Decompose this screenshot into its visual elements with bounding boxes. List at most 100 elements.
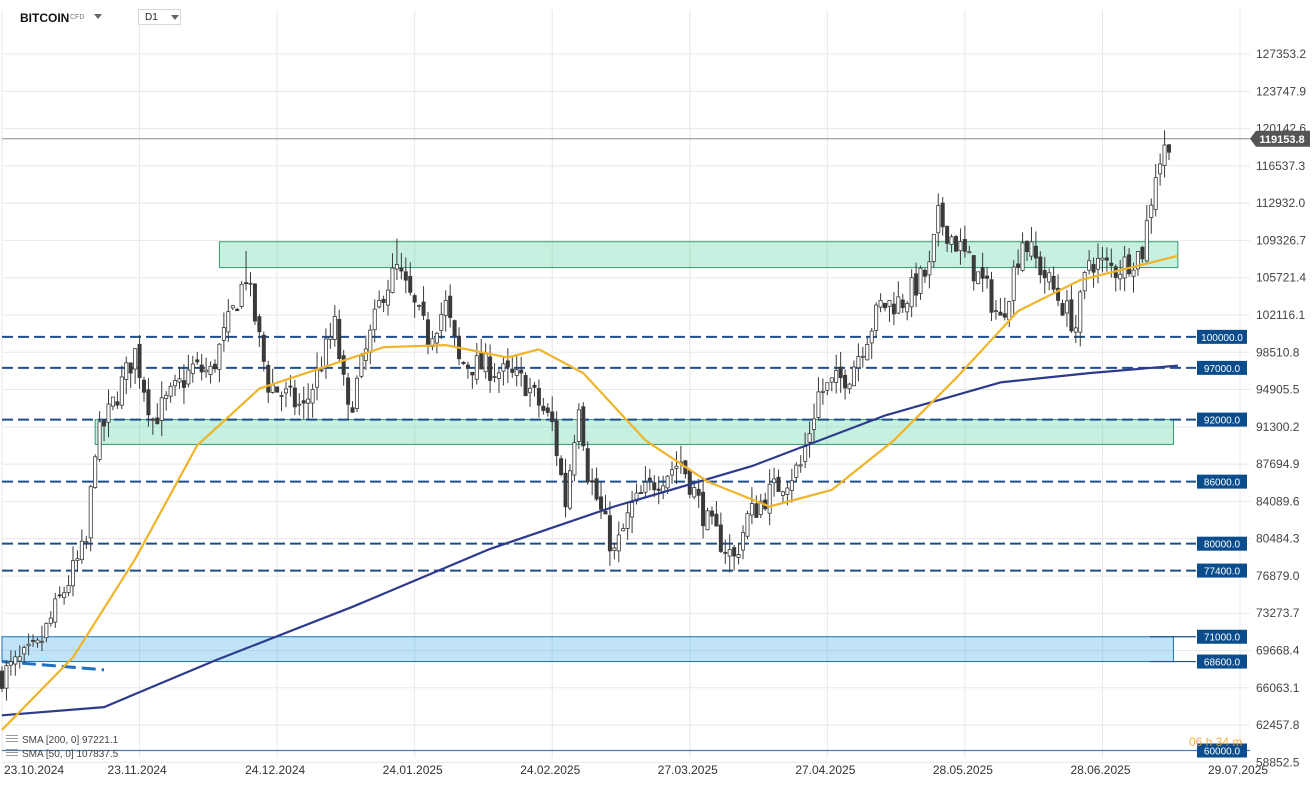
timeframe-select[interactable]: D1 — [138, 9, 181, 25]
candle-body — [674, 465, 679, 469]
candle-body — [883, 302, 888, 309]
indicator-settings-icon[interactable] — [6, 749, 18, 758]
candle-body — [670, 469, 675, 476]
symbol-name[interactable]: BITCOIN — [20, 11, 70, 25]
sma50-line — [1, 254, 1179, 731]
candle-body — [745, 513, 750, 537]
candle-body — [572, 442, 577, 476]
candle-body — [26, 643, 31, 647]
zone-support — [94, 419, 1174, 445]
candle-body — [785, 487, 790, 495]
candle-body — [173, 380, 178, 387]
candle-body — [341, 355, 346, 375]
candle-body — [590, 480, 595, 483]
candle-body — [412, 295, 417, 303]
level-tags: 100000.0 97000.0 92000.0 86000.0 80000.0 7740… — [1197, 130, 1310, 758]
candle-body — [847, 383, 852, 390]
candle-body — [62, 592, 67, 599]
candle-body — [874, 304, 879, 331]
candle-body — [554, 420, 559, 456]
candle-body — [292, 387, 297, 408]
candle-body — [514, 369, 519, 376]
candle-body — [434, 332, 439, 344]
candle-body — [150, 418, 155, 421]
level-tag — [1197, 743, 1247, 758]
chevron-down-icon[interactable] — [171, 15, 179, 20]
y-tick-label: 58852.5 — [1256, 755, 1300, 769]
candle-body — [297, 403, 302, 406]
candle-body — [891, 303, 896, 315]
legend-sma50-label: SMA [50, 0] 107837.5 — [22, 749, 119, 760]
candle-body — [1007, 301, 1012, 321]
candle-body — [70, 560, 75, 587]
candle-body — [701, 491, 706, 527]
candle-body — [559, 458, 564, 475]
y-tick-label: 87694.9 — [1256, 457, 1300, 471]
candle-body — [594, 478, 599, 500]
x-tick-label: 24.12.2024 — [245, 763, 305, 777]
candle-body — [244, 282, 249, 285]
candle-body — [599, 496, 604, 510]
candle-body — [612, 547, 617, 551]
y-tick-label: 84089.6 — [1256, 494, 1300, 508]
x-tick-label: 29.07.2025 — [1208, 763, 1268, 777]
candle-body — [958, 241, 963, 252]
candle-body — [869, 330, 874, 344]
candle-body — [967, 251, 972, 254]
candle-body — [541, 405, 546, 411]
candle-body — [257, 316, 262, 333]
candle-body — [736, 554, 741, 558]
candle-body — [204, 369, 209, 373]
candle-body — [922, 269, 927, 277]
candle-body — [643, 481, 648, 493]
symbol-dropdown-icon[interactable] — [94, 14, 102, 19]
candle-body — [687, 470, 692, 495]
candle-body — [390, 267, 395, 293]
candle-body — [1153, 177, 1158, 210]
candle-body — [195, 359, 200, 363]
candle-body — [190, 363, 195, 374]
candle-body — [550, 411, 555, 423]
candle-body — [576, 409, 581, 442]
candle-body — [230, 305, 235, 309]
candle-body — [1109, 262, 1114, 266]
candle-body — [479, 351, 484, 370]
legend-sma50[interactable]: SMA [50, 0] 107837.5 — [6, 749, 118, 760]
legend-sma200[interactable]: SMA [200, 0] 97221.1 — [6, 735, 118, 746]
candle-body — [1020, 242, 1025, 271]
candle-body — [217, 343, 222, 370]
candle-body — [1060, 303, 1065, 316]
indicator-settings-icon[interactable] — [6, 735, 18, 744]
candle-body — [315, 367, 320, 388]
level-tag-label: 77400.0 — [1204, 567, 1241, 578]
candle-body — [177, 378, 182, 383]
candle-body — [1100, 257, 1105, 261]
y-tick-label: 127353.2 — [1256, 47, 1306, 61]
candle-body — [630, 502, 635, 518]
level-tag-label: 68600.0 — [1204, 658, 1241, 669]
candle-body — [754, 503, 759, 518]
chart-grid — [1, 10, 1250, 763]
candle-body — [496, 372, 501, 379]
candle-body — [985, 275, 990, 279]
level-tag — [1197, 536, 1247, 551]
level-tag — [1197, 654, 1247, 669]
candle-body — [505, 360, 510, 368]
candle-body — [656, 488, 661, 491]
candle-body — [31, 640, 36, 642]
candle-body — [749, 503, 754, 516]
candle-body — [128, 362, 133, 374]
candle-body — [510, 368, 515, 373]
candle-body — [35, 639, 40, 644]
candle-body — [239, 283, 244, 307]
candle-body — [248, 282, 253, 285]
candle-body — [949, 236, 954, 245]
candle-body — [79, 540, 84, 561]
candle-body — [1002, 313, 1007, 318]
y-tick-label: 105721.4 — [1256, 271, 1306, 285]
candle-body — [168, 385, 173, 397]
candle-body — [954, 236, 959, 252]
candle-body — [1042, 270, 1047, 279]
candle-body — [723, 551, 728, 554]
